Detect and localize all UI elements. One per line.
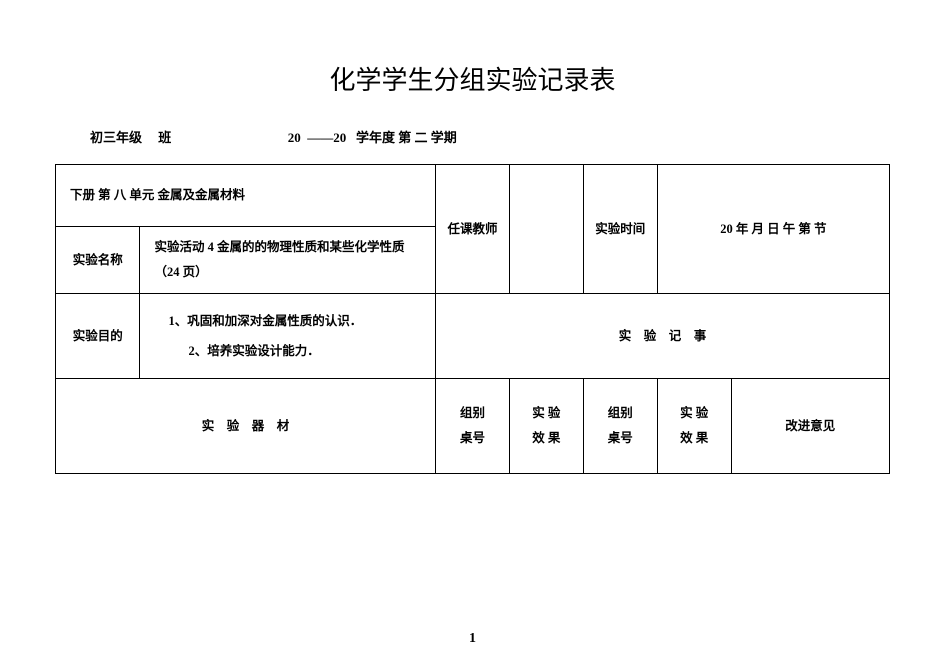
cell-teacher-label: 任课教师 (436, 165, 510, 294)
page-number: 1 (0, 631, 945, 647)
grade-text: 初三年级 (90, 130, 142, 145)
effect-a-1: 实 验 (532, 406, 560, 420)
year-prefix: 20 (288, 130, 301, 145)
cell-effect-b: 实 验 效 果 (657, 379, 731, 474)
year-suffix: 学年度 第 二 学期 (356, 130, 457, 145)
row-headers: 实 验 器 材 组别 桌号 实 验 效 果 组别 桌号 实 验 效 果 改进意见 (56, 379, 890, 474)
group-a-2: 桌号 (460, 431, 485, 445)
class-text: 班 (158, 130, 171, 145)
effect-b-1: 实 验 (680, 406, 708, 420)
meta-year: 20 ——20 学年度 第 二 学期 (288, 127, 457, 146)
page-title: 化学学生分组实验记录表 (55, 60, 890, 97)
cell-improve-label: 改进意见 (731, 379, 889, 474)
meta-line: 初三年级 班 20 ——20 学年度 第 二 学期 (55, 127, 890, 146)
cell-purpose-label: 实验目的 (56, 294, 140, 379)
row-unit: 下册 第 八 单元 金属及金属材料 任课教师 实验时间 20 年 月 日 午 第… (56, 165, 890, 227)
group-a-1: 组别 (460, 406, 485, 420)
record-table: 下册 第 八 单元 金属及金属材料 任课教师 实验时间 20 年 月 日 午 第… (55, 164, 890, 474)
meta-grade: 初三年级 班 (90, 127, 171, 146)
cell-group-b: 组别 桌号 (583, 379, 657, 474)
purpose-2: 2、培养实验设计能力． (168, 336, 319, 366)
cell-purpose-value: 1、巩固和加深对金属性质的认识． 2、培养实验设计能力． (140, 294, 436, 379)
cell-effect-a: 实 验 效 果 (509, 379, 583, 474)
cell-time-label: 实验时间 (583, 165, 657, 294)
group-b-2: 桌号 (608, 431, 633, 445)
cell-equip-label: 实 验 器 材 (56, 379, 436, 474)
cell-record-label: 实 验 记 事 (436, 294, 890, 379)
group-b-1: 组别 (608, 406, 633, 420)
effect-b-2: 效 果 (680, 431, 708, 445)
cell-teacher-value (509, 165, 583, 294)
row-purpose: 实验目的 1、巩固和加深对金属性质的认识． 2、培养实验设计能力． 实 验 记 … (56, 294, 890, 379)
cell-unit: 下册 第 八 单元 金属及金属材料 (56, 165, 436, 227)
cell-group-a: 组别 桌号 (436, 379, 510, 474)
purpose-1: 1、巩固和加深对金属性质的认识． (168, 314, 362, 328)
cell-time-value: 20 年 月 日 午 第 节 (657, 165, 889, 294)
cell-name-value: 实验活动 4 金属的的物理性质和某些化学性质 （24 页） (140, 227, 436, 294)
cell-name-label: 实验名称 (56, 227, 140, 294)
effect-a-2: 效 果 (532, 431, 560, 445)
year-mid: ——20 (307, 130, 346, 145)
